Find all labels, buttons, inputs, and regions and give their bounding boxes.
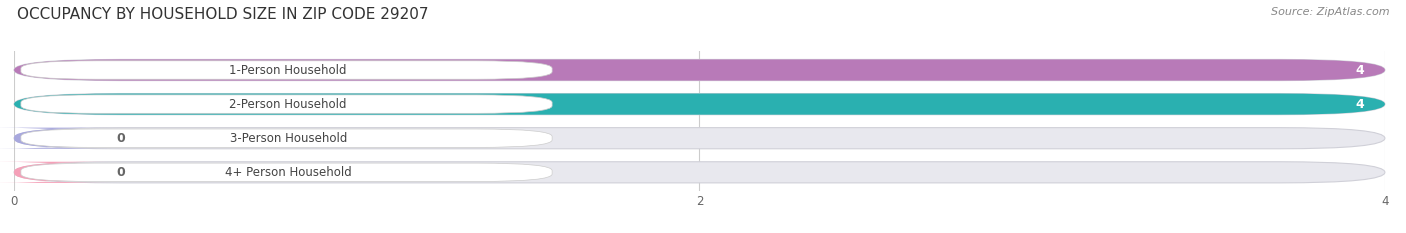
Text: OCCUPANCY BY HOUSEHOLD SIZE IN ZIP CODE 29207: OCCUPANCY BY HOUSEHOLD SIZE IN ZIP CODE …: [17, 7, 429, 22]
FancyBboxPatch shape: [14, 93, 1385, 115]
Text: 4: 4: [1355, 98, 1364, 111]
Text: 4+ Person Household: 4+ Person Household: [225, 166, 352, 179]
FancyBboxPatch shape: [14, 59, 1385, 81]
FancyBboxPatch shape: [21, 129, 553, 147]
Text: 0: 0: [117, 132, 125, 145]
Text: 4: 4: [1355, 64, 1364, 76]
Text: 3-Person Household: 3-Person Household: [229, 132, 347, 145]
FancyBboxPatch shape: [14, 59, 1385, 81]
FancyBboxPatch shape: [21, 95, 553, 113]
FancyBboxPatch shape: [0, 128, 110, 149]
FancyBboxPatch shape: [14, 128, 1385, 149]
Text: 0: 0: [117, 166, 125, 179]
Text: 2-Person Household: 2-Person Household: [229, 98, 347, 111]
Text: Source: ZipAtlas.com: Source: ZipAtlas.com: [1271, 7, 1389, 17]
FancyBboxPatch shape: [14, 162, 1385, 183]
FancyBboxPatch shape: [0, 162, 110, 183]
Text: 1-Person Household: 1-Person Household: [229, 64, 347, 76]
FancyBboxPatch shape: [21, 163, 553, 182]
FancyBboxPatch shape: [21, 61, 553, 79]
FancyBboxPatch shape: [14, 93, 1385, 115]
